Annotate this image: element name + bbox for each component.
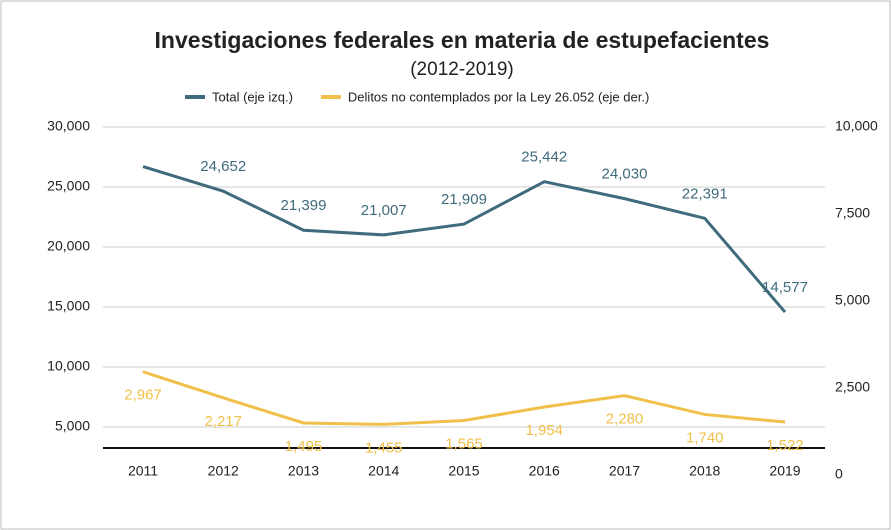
- series-line: [142, 370, 786, 426]
- x-tick-label: 2018: [689, 463, 720, 479]
- data-label: 24,652: [200, 158, 246, 175]
- data-label: 21,007: [361, 202, 407, 219]
- data-label: 1,954: [525, 422, 563, 439]
- data-label: 1,455: [365, 439, 403, 456]
- y-tick-label: 30,000: [47, 118, 90, 134]
- data-label: 21,909: [441, 191, 487, 208]
- chart-subtitle: (2012-2019): [410, 59, 514, 80]
- x-tick-label: 2013: [288, 463, 319, 479]
- legend-label: Delitos no contemplados por la Ley 26.05…: [348, 89, 649, 104]
- x-tick-label: 2019: [769, 463, 800, 479]
- y-tick-label: 5,000: [55, 418, 90, 434]
- data-label: 1,522: [766, 437, 804, 454]
- data-label: 2,217: [204, 413, 242, 430]
- x-tick-label: 2012: [208, 463, 239, 479]
- legend-label: Total (eje izq.): [212, 89, 293, 104]
- y2-tick-label: 10,000: [835, 118, 878, 134]
- data-label: 2,280: [606, 411, 644, 428]
- data-label: 25,442: [521, 149, 567, 166]
- data-label: 21,399: [281, 197, 327, 214]
- data-label: 24,030: [602, 166, 648, 183]
- x-tick-label: 2014: [368, 463, 399, 479]
- y-tick-label: 20,000: [47, 238, 90, 254]
- y2-tick-label: 5,000: [835, 292, 870, 308]
- x-tick-label: 2015: [448, 463, 479, 479]
- data-label: 2,967: [124, 387, 162, 404]
- y2-tick-label: 2,500: [835, 379, 870, 395]
- x-tick-label: 2011: [128, 463, 158, 479]
- y-tick-label: 25,000: [47, 178, 90, 194]
- data-label: 1,495: [285, 438, 323, 455]
- y-tick-label: 10,000: [47, 358, 90, 374]
- data-label: 22,391: [682, 185, 728, 202]
- data-label: 14,577: [762, 279, 808, 296]
- x-tick-label: 2017: [609, 463, 640, 479]
- x-tick-label: 2016: [529, 463, 560, 479]
- y2-tick-label: 7,500: [835, 205, 870, 221]
- data-label: 1,740: [686, 429, 724, 446]
- y-tick-label: 15,000: [47, 298, 90, 314]
- data-label: 1,565: [445, 436, 483, 453]
- y2-tick-label: 0: [835, 466, 843, 482]
- series-line: [142, 165, 787, 314]
- chart-title: Investigaciones federales en materia de …: [155, 27, 770, 53]
